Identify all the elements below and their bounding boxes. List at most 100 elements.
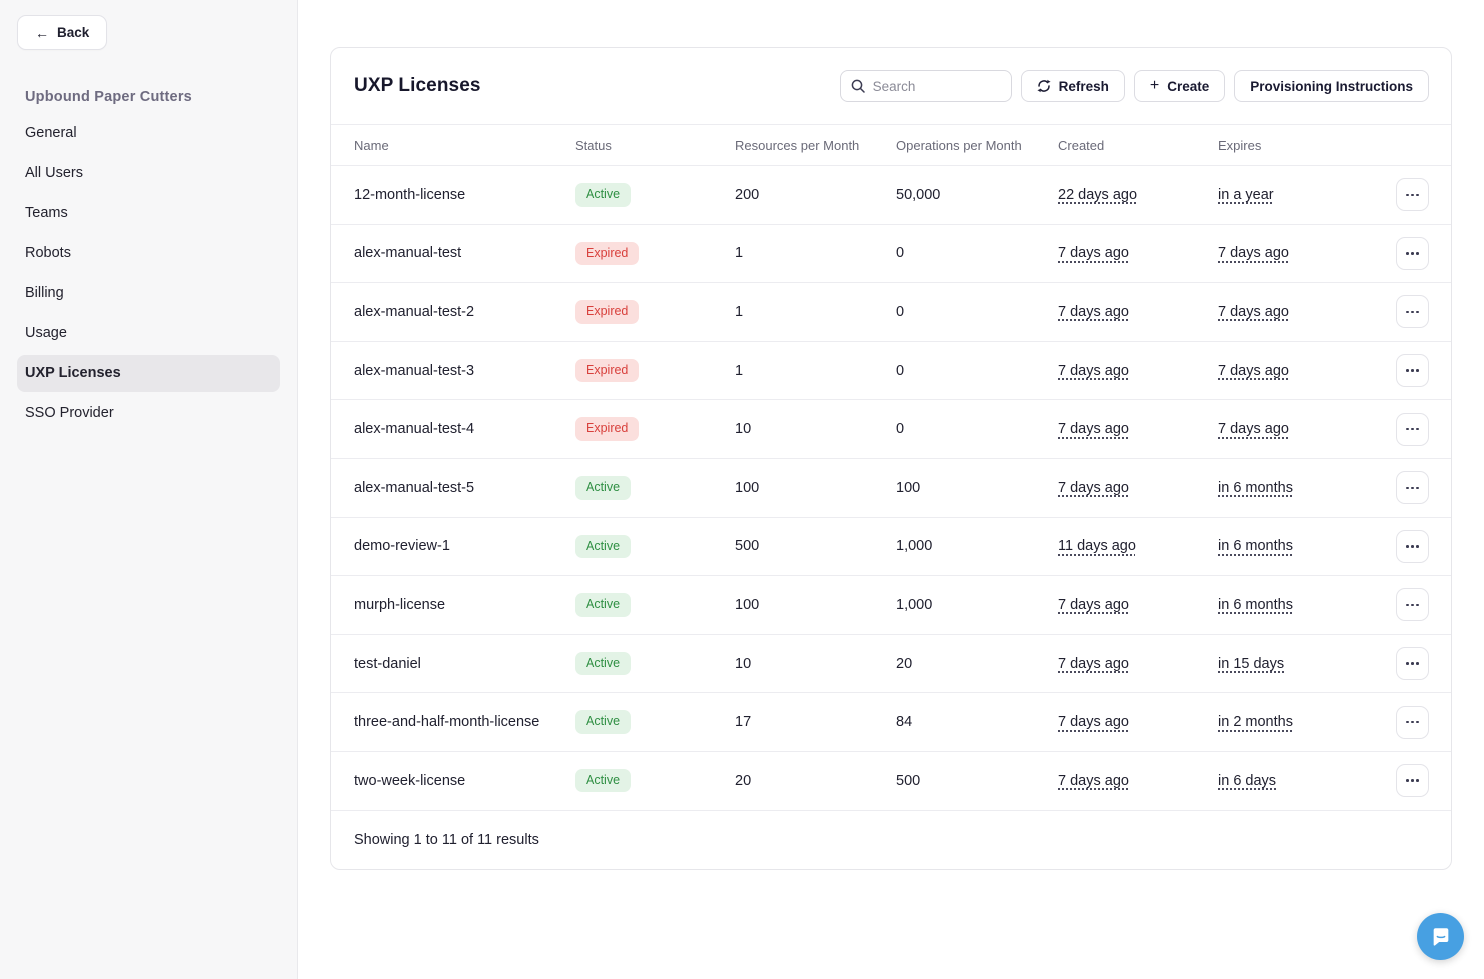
create-button-label: Create: [1167, 78, 1210, 94]
resources-per-month-value: 1: [735, 362, 744, 379]
license-name: three-and-half-month-license: [354, 714, 540, 731]
licenses-card: UXP Licenses Refresh: [330, 47, 1452, 870]
row-actions-button[interactable]: [1396, 236, 1429, 270]
sidebar-item-uxp-licenses[interactable]: UXP Licenses: [17, 355, 280, 392]
expires-value[interactable]: 7 days ago: [1218, 362, 1289, 379]
ellipsis-icon: [1406, 193, 1409, 197]
sidebar-item-all-users[interactable]: All Users: [25, 165, 84, 181]
expires-value[interactable]: in 6 days: [1218, 772, 1277, 789]
operations-per-month-value: 1,000: [896, 596, 933, 613]
sidebar-nav: General All Users Teams Robots Billing Usage U…: [17, 115, 280, 435]
sidebar-item-robots[interactable]: Robots: [25, 245, 71, 261]
provisioning-instructions-button[interactable]: Provisioning Instructions: [1234, 70, 1429, 102]
expires-value[interactable]: in 2 months: [1218, 714, 1293, 731]
license-name: two-week-license: [354, 772, 466, 789]
ellipsis-icon: [1406, 427, 1409, 431]
expires-value[interactable]: in 15 days: [1218, 655, 1285, 672]
org-title: Upbound Paper Cutters: [25, 89, 192, 105]
created-value[interactable]: 7 days ago: [1058, 421, 1129, 438]
created-value[interactable]: 7 days ago: [1058, 596, 1129, 613]
expires-value[interactable]: in a year: [1218, 186, 1274, 203]
created-value[interactable]: 7 days ago: [1058, 772, 1129, 789]
created-value[interactable]: 7 days ago: [1058, 362, 1129, 379]
sidebar-item-billing[interactable]: Billing: [25, 285, 64, 301]
main-content: UXP Licenses Refresh: [298, 0, 1484, 979]
resources-per-month-value: 10: [735, 421, 752, 438]
create-button[interactable]: + Create: [1133, 70, 1226, 102]
created-value[interactable]: 22 days ago: [1058, 186, 1138, 203]
license-name: alex-manual-test: [354, 245, 462, 262]
column-header-created: Created: [1058, 137, 1105, 153]
table-footer: Showing 1 to 11 of 11 results: [331, 811, 1451, 869]
license-name: murph-license: [354, 596, 446, 613]
table-header-row: Name Status Resources per Month Operatio…: [331, 124, 1451, 166]
created-value[interactable]: 7 days ago: [1058, 655, 1129, 672]
created-value[interactable]: 7 days ago: [1058, 714, 1129, 731]
back-button[interactable]: ← Back: [17, 15, 108, 50]
license-name: alex-manual-test-5: [354, 479, 475, 496]
back-button-label: Back: [57, 25, 90, 40]
expires-value[interactable]: in 6 months: [1218, 596, 1293, 613]
expires-value[interactable]: 7 days ago: [1218, 245, 1289, 262]
expires-value[interactable]: 7 days ago: [1218, 421, 1289, 438]
status-badge: Expired: [575, 417, 640, 441]
license-name: alex-manual-test-2: [354, 303, 475, 320]
refresh-icon: [1036, 79, 1051, 93]
ellipsis-icon: [1406, 252, 1409, 255]
created-value[interactable]: 7 days ago: [1058, 245, 1129, 262]
table-row: alex-manual-test Expired 1 0 7 days ago …: [331, 225, 1451, 284]
plus-icon: +: [1149, 76, 1160, 94]
expires-value[interactable]: in 6 months: [1218, 479, 1293, 496]
status-badge: Expired: [575, 300, 640, 324]
resources-per-month-value: 200: [735, 186, 760, 203]
resources-per-month-value: 1: [735, 245, 744, 262]
table-row: test-daniel Active 10 20 7 days ago in 1…: [331, 635, 1451, 694]
resources-per-month-value: 17: [735, 714, 752, 731]
provisioning-instructions-label: Provisioning Instructions: [1250, 78, 1413, 94]
row-actions-button[interactable]: [1396, 588, 1429, 622]
table-body: 12-month-license Active 200 50,000 22 da…: [331, 166, 1451, 811]
row-actions-button[interactable]: [1396, 178, 1429, 212]
resources-per-month-value: 100: [735, 596, 760, 613]
search-box[interactable]: [839, 70, 1012, 102]
chat-launcher-button[interactable]: [1417, 913, 1464, 960]
license-name: alex-manual-test-3: [354, 362, 475, 379]
row-actions-button[interactable]: [1396, 295, 1429, 329]
sidebar-item-general[interactable]: General: [25, 125, 77, 141]
status-badge: Active: [575, 534, 632, 559]
operations-per-month-value: 20: [896, 655, 913, 672]
resources-per-month-value: 500: [735, 538, 760, 555]
refresh-button[interactable]: Refresh: [1020, 70, 1125, 102]
row-actions-button[interactable]: [1396, 764, 1429, 798]
status-badge: Active: [575, 651, 632, 676]
column-header-resources: Resources per Month: [735, 137, 860, 153]
sidebar-item-usage[interactable]: Usage: [25, 325, 67, 341]
row-actions-button[interactable]: [1396, 471, 1429, 505]
ellipsis-icon: [1406, 720, 1409, 724]
row-actions-button[interactable]: [1396, 647, 1429, 681]
row-actions-button[interactable]: [1396, 354, 1429, 388]
license-name: demo-review-1: [354, 538, 450, 555]
operations-per-month-value: 1,000: [896, 538, 933, 555]
search-input[interactable]: [872, 78, 1001, 94]
header-actions: Refresh + Create Provisioning Instructio…: [839, 70, 1429, 102]
sidebar-item-sso-provider[interactable]: SSO Provider: [25, 405, 114, 421]
row-actions-button[interactable]: [1396, 412, 1429, 446]
row-actions-button[interactable]: [1396, 529, 1429, 563]
resources-per-month-value: 20: [735, 772, 752, 789]
sidebar-item-teams[interactable]: Teams: [25, 205, 68, 221]
status-badge: Active: [575, 593, 632, 617]
operations-per-month-value: 84: [896, 714, 913, 731]
expires-value[interactable]: 7 days ago: [1218, 303, 1289, 320]
table-row: alex-manual-test-4 Expired 10 0 7 days a…: [331, 400, 1451, 459]
status-badge: Active: [575, 183, 632, 207]
sidebar: ← Back Upbound Paper Cutters General All …: [0, 0, 298, 979]
created-value[interactable]: 7 days ago: [1058, 303, 1129, 320]
created-value[interactable]: 11 days ago: [1058, 538, 1136, 555]
status-badge: Expired: [575, 358, 640, 383]
ellipsis-icon: [1406, 603, 1409, 607]
row-actions-button[interactable]: [1396, 705, 1429, 739]
operations-per-month-value: 500: [896, 772, 921, 789]
created-value[interactable]: 7 days ago: [1058, 479, 1129, 496]
expires-value[interactable]: in 6 months: [1218, 538, 1293, 555]
